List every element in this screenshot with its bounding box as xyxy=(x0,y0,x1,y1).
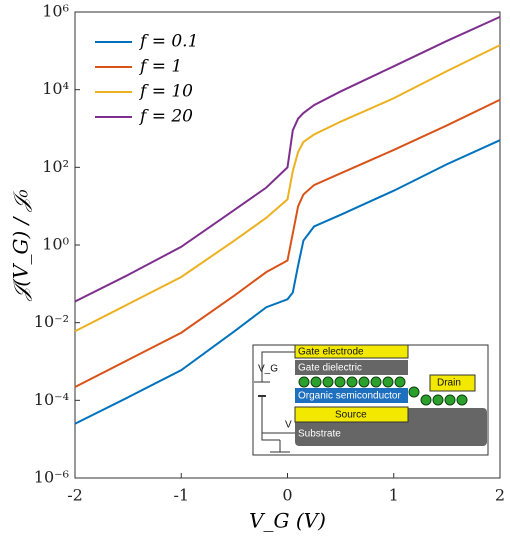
inset-label: Organic semiconductor xyxy=(298,391,401,402)
x-tick-label: 1 xyxy=(389,486,399,505)
legend-label: f = 20 xyxy=(138,107,193,127)
gate-dielectric xyxy=(295,360,408,375)
legend-label: f = 0.1 xyxy=(138,32,198,52)
series-line xyxy=(74,139,501,425)
x-tick-label: -2 xyxy=(67,486,83,505)
series-line xyxy=(74,15,501,303)
inset-wire xyxy=(261,351,295,453)
inset-label: Substrate xyxy=(298,429,341,440)
inset-label: Gate dielectric xyxy=(298,363,362,374)
inset-label: Source xyxy=(335,410,367,421)
source xyxy=(294,406,409,423)
y-tick-label: 10⁰ xyxy=(42,235,69,254)
series-line xyxy=(74,44,501,333)
x-tick-label: 2 xyxy=(495,486,505,505)
y-axis-label: 𝒥(V_G) / 𝒥₀ xyxy=(9,189,33,301)
legend-label: f = 10 xyxy=(138,82,193,102)
inset-label: Gate electrode xyxy=(298,347,364,358)
y-tick-label: 10⁻⁴ xyxy=(34,390,69,409)
y-tick-label: 10² xyxy=(42,157,69,176)
series-line xyxy=(74,98,501,388)
legend-label: f = 1 xyxy=(138,57,182,77)
drain xyxy=(429,374,476,392)
inset: Gate electrode Gate dielectric Organic s… xyxy=(252,344,489,456)
x-axis-label: V_G (V) xyxy=(249,509,326,533)
semiconductor xyxy=(295,388,408,403)
plot: 10⁻⁶ 10⁻⁴ 10⁻² 10⁰ 10² 10⁴ 10⁶ -2 -1 0 1 2 V_G (V) 𝒥(… xyxy=(9,2,506,533)
x-tick-label: -1 xyxy=(173,486,189,505)
x-tick-label: 0 xyxy=(282,486,292,505)
inset-label: V_G xyxy=(258,364,278,375)
inset-label: V xyxy=(285,420,292,431)
y-tick-label: 10⁶ xyxy=(42,2,69,21)
inset-label: Drain xyxy=(437,378,461,389)
y-tick-label: 10⁴ xyxy=(42,79,69,98)
gate-electrode xyxy=(294,344,409,359)
molecules xyxy=(298,376,468,406)
y-tick-label: 10⁻⁶ xyxy=(34,468,69,487)
y-tick-label: 10⁻² xyxy=(34,312,69,331)
